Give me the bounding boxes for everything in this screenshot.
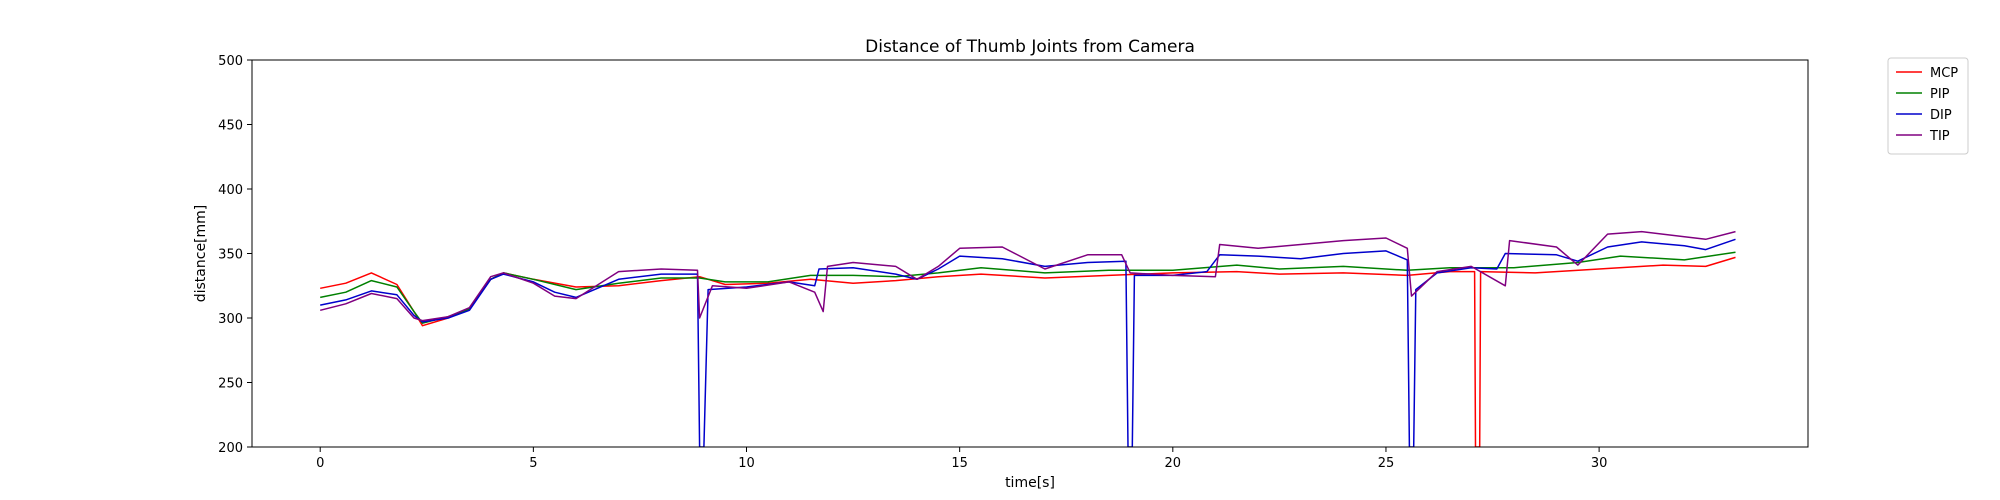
x-tick-label: 20 [1165, 456, 1182, 471]
y-tick-label: 250 [218, 377, 243, 392]
y-tick-label: 500 [218, 54, 243, 69]
y-tick-label: 350 [218, 248, 243, 263]
x-axis-label: time[s] [1005, 475, 1055, 491]
x-tick-label: 0 [316, 456, 324, 471]
x-tick-label: 30 [1591, 456, 1608, 471]
legend-box [1887, 57, 1969, 155]
legend: MCP PIP DIP TIP [1887, 57, 1969, 155]
chart-title: Distance of Thumb Joints from Camera [865, 37, 1195, 57]
legend-label-mcp: MCP [1930, 66, 1958, 81]
x-axis: 0 5 10 15 20 25 30 [316, 447, 1607, 471]
y-tick-label: 400 [218, 183, 243, 198]
y-axis-label: distance[mm] [193, 205, 209, 303]
series-layer [320, 230, 1736, 447]
legend-label-tip: TIP [1929, 129, 1950, 144]
legend-label-pip: PIP [1930, 87, 1950, 102]
x-tick-label: 5 [529, 456, 537, 471]
x-tick-label: 25 [1378, 456, 1395, 471]
x-tick-label: 10 [738, 456, 755, 471]
y-tick-label: 450 [218, 119, 243, 134]
series-line-tip [320, 230, 1736, 322]
legend-label-dip: DIP [1930, 108, 1952, 123]
y-tick-label: 200 [218, 441, 243, 456]
y-axis: 200 250 300 350 400 450 500 [218, 54, 252, 456]
x-tick-label: 15 [951, 456, 968, 471]
y-tick-label: 300 [218, 312, 243, 327]
